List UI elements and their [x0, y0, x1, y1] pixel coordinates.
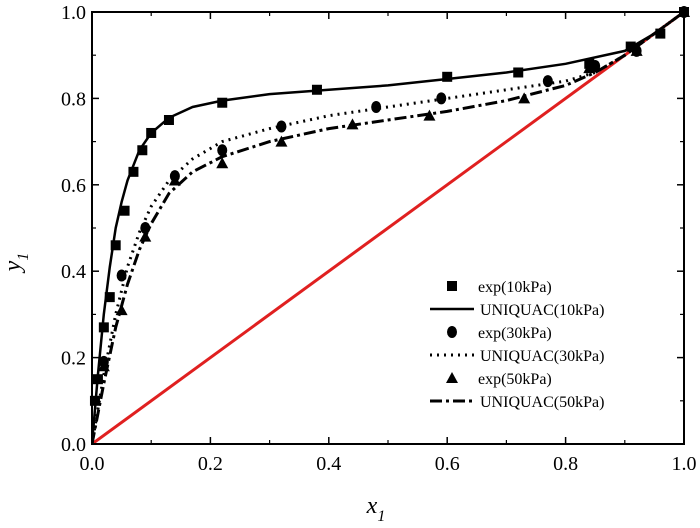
y-tick-label: 1.0 — [61, 2, 86, 24]
legend-label: exp(50kPa) — [478, 371, 552, 388]
legend-label: exp(30kPa) — [478, 325, 552, 342]
legend-entry: UNIQUAC(50kPa) — [430, 394, 604, 411]
data-point-square — [625, 41, 636, 52]
x-tick-label: 0.0 — [80, 453, 105, 475]
y-tick-label: 0.8 — [61, 88, 86, 110]
data-point-square — [110, 240, 121, 251]
legend-entry: UNIQUAC(30kPa) — [430, 348, 604, 365]
x-tick-label: 1.0 — [672, 453, 697, 475]
data-point-triangle — [139, 230, 152, 242]
plot-frame — [91, 11, 685, 445]
data-point-square — [513, 67, 524, 78]
x-tick-label: 0.2 — [198, 453, 223, 475]
data-point-triangle — [168, 174, 181, 186]
data-point-square — [163, 115, 174, 125]
data-point-square — [98, 322, 109, 333]
data-point-square — [104, 292, 115, 303]
legend-marker-triangle — [446, 372, 458, 383]
legend: exp(10kPa) UNIQUAC(10kPa) exp(30kPa) UNIQUA… — [430, 279, 604, 411]
data-point-circle — [217, 144, 228, 157]
data-point-triangle — [275, 135, 288, 147]
data-point-triangle — [346, 118, 359, 130]
data-point-circle — [276, 120, 287, 133]
legend-entry: exp(30kPa) — [447, 325, 552, 342]
x-tick-label: 0.6 — [435, 453, 460, 475]
data-point-triangle — [216, 157, 229, 169]
plot-area — [89, 6, 690, 444]
diagonal-line — [92, 12, 684, 444]
series-line-uniquac-10kpa- — [92, 12, 684, 444]
y-axis-title-base: y — [0, 260, 26, 273]
data-point-triangle — [115, 304, 128, 316]
data-point-square — [655, 28, 666, 39]
legend-label: UNIQUAC(50kPa) — [480, 394, 604, 411]
legend-entry: exp(50kPa) — [446, 371, 552, 388]
data-point-circle — [436, 92, 447, 105]
data-point-triangle — [518, 92, 531, 104]
data-point-square — [442, 71, 453, 82]
plot-clip-group — [92, 12, 684, 444]
legend-label: UNIQUAC(10kPa) — [480, 302, 604, 319]
data-point-square — [119, 205, 130, 216]
x-axis-title-base: x — [366, 493, 378, 519]
legend-entry: exp(10kPa) — [447, 279, 552, 296]
data-point-square — [146, 127, 157, 138]
y-tick-label: 0.4 — [61, 261, 86, 283]
series-line-uniquac-50kpa- — [92, 12, 684, 444]
y-axis-title-sub: 1 — [15, 253, 32, 261]
x-axis-title: x1 — [366, 493, 386, 525]
data-point-square — [128, 166, 139, 177]
data-point-triangle — [423, 109, 436, 121]
y-tick-label: 0.2 — [61, 348, 86, 370]
data-point-circle — [542, 75, 553, 88]
legend-label: exp(10kPa) — [478, 279, 552, 296]
y-axis-ticks: 0.0 0.2 0.4 0.6 0.8 1.0 — [61, 2, 684, 456]
y-tick-label: 0.6 — [61, 175, 86, 197]
data-point-triangle — [583, 62, 596, 74]
data-point-circle — [371, 101, 382, 114]
x-axis-title-sub: 1 — [377, 508, 385, 525]
data-point-triangle — [97, 360, 110, 372]
data-point-square — [92, 374, 103, 385]
legend-entry: UNIQUAC(10kPa) — [430, 302, 604, 319]
x-axis-ticks: 0.0 0.2 0.4 0.6 0.8 1.0 — [80, 12, 697, 475]
legend-label: UNIQUAC(30kPa) — [480, 348, 604, 365]
data-point-square — [137, 145, 148, 156]
y-axis-title: y1 — [0, 253, 32, 274]
y-tick-label: 0.0 — [61, 434, 86, 456]
data-point-triangle — [630, 44, 643, 56]
data-point-circle — [140, 222, 151, 234]
legend-marker-circle — [447, 326, 457, 338]
x-tick-label: 0.8 — [553, 453, 578, 475]
data-point-square — [311, 84, 322, 95]
x-tick-label: 0.4 — [316, 453, 341, 475]
data-point-circle — [116, 269, 127, 282]
data-point-square — [217, 97, 228, 108]
legend-marker-square — [447, 281, 457, 291]
